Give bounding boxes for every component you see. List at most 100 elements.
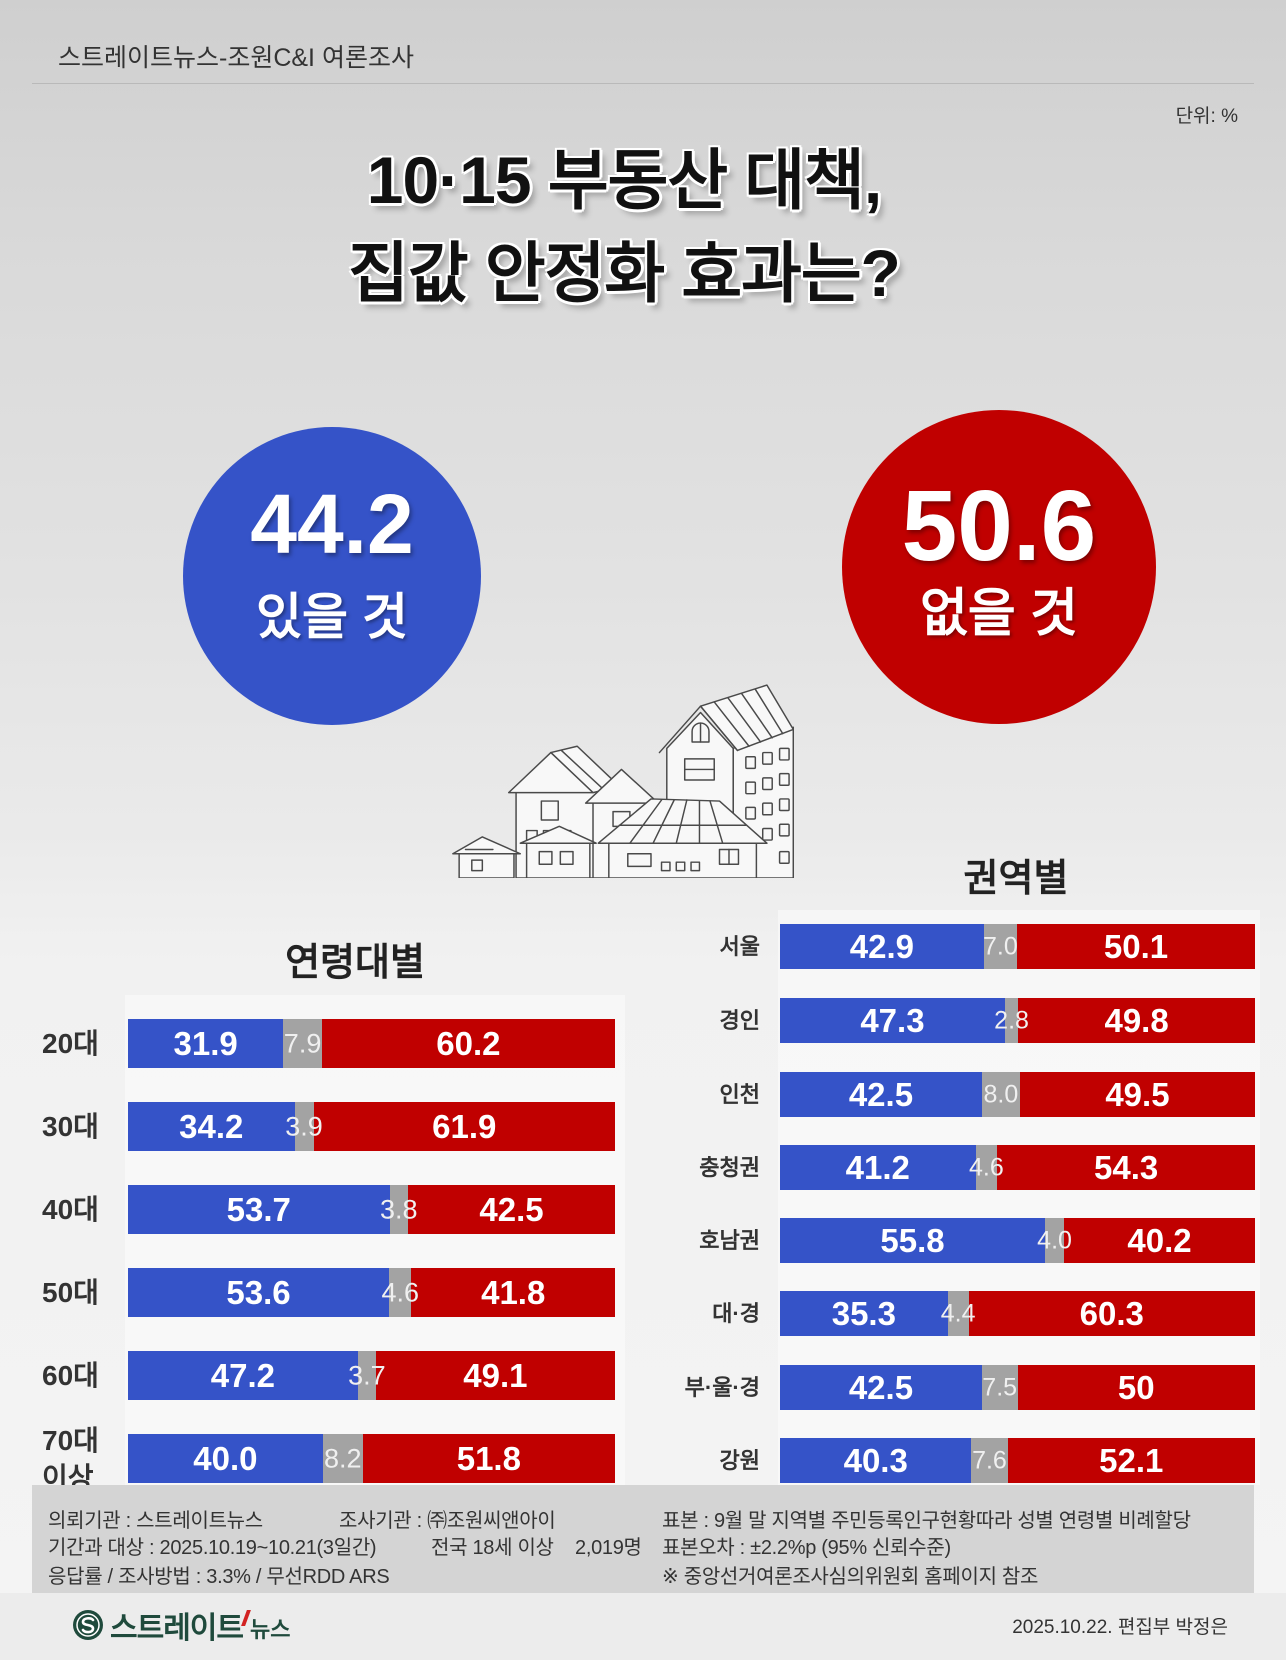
bar-segment-yes: 31.9 <box>128 1019 284 1068</box>
category-label: 30대 <box>42 1102 132 1151</box>
yes-label: 있을 것 <box>256 589 408 645</box>
logo-icon <box>73 1610 103 1640</box>
bar-segment-yes: 34.2 <box>128 1102 295 1151</box>
category-label-text: 서울 <box>719 934 760 959</box>
data-label: 42.5 <box>479 1190 544 1228</box>
footer-note: ※ 중앙선거여론조사심의위원회 홈페이지 참조 <box>662 1566 1039 1588</box>
bar-segment-yes: 42.5 <box>780 1072 982 1117</box>
bar-segment-no: 41.8 <box>411 1268 615 1317</box>
category-label-text: 충청권 <box>699 1155 760 1180</box>
category-label: 충청권 <box>620 1145 760 1190</box>
footer-target: 전국 18세 이상 <box>431 1537 554 1559</box>
data-label: 42.5 <box>848 1368 914 1406</box>
bar-segment-neutral: 8.2 <box>322 1434 363 1483</box>
stacked-bar: 42.5 7.5 50 <box>780 1365 1255 1410</box>
bar-segment-no: 49.1 <box>375 1351 615 1400</box>
data-label: 4.6 <box>381 1277 419 1307</box>
category-label-text: 대·경 <box>712 1301 760 1326</box>
data-label: 7.0 <box>983 932 1018 960</box>
bar-segment-no: 52.1 <box>1007 1438 1255 1483</box>
bar-segment-no: 49.8 <box>1018 998 1255 1043</box>
bar-segment-yes: 47.2 <box>128 1351 358 1400</box>
bar-segment-yes: 53.7 <box>128 1185 390 1234</box>
bar-segment-neutral: 4.4 <box>941 1291 975 1336</box>
category-label: 강원 <box>620 1438 760 1483</box>
bar-segment-neutral: 7.6 <box>971 1438 1008 1483</box>
category-label-text: 40대 <box>42 1194 99 1225</box>
bar-segment-no: 42.5 <box>408 1185 615 1234</box>
stacked-bar: 47.3 2.8 49.8 <box>780 998 1255 1043</box>
footer-sample: 표본 : 9월 말 지역별 주민등록인구현황따라 성별 연령별 비례할당 <box>662 1510 1191 1532</box>
category-label-text: 30대 <box>42 1111 99 1142</box>
stacked-bar: 41.2 4.6 54.3 <box>780 1145 1255 1190</box>
category-label: 대·경 <box>620 1291 760 1336</box>
category-label-text: 부·울·경 <box>684 1375 760 1400</box>
category-label: 인천 <box>620 1072 760 1117</box>
data-label: 40.2 <box>1127 1221 1192 1259</box>
bar-segment-no: 61.9 <box>313 1102 615 1151</box>
bar-segment-neutral: 4.6 <box>381 1268 419 1317</box>
data-label: 49.1 <box>463 1356 528 1394</box>
logo: 스트레이트 뉴스 <box>72 1606 290 1645</box>
data-label: 41.8 <box>481 1273 546 1311</box>
data-label: 7.6 <box>972 1446 1007 1474</box>
data-label: 34.2 <box>179 1107 244 1145</box>
data-label: 50 <box>1117 1368 1155 1406</box>
yes-percentage: 44.2 <box>250 477 414 571</box>
data-label: 40.0 <box>193 1439 258 1477</box>
data-label: 60.3 <box>1079 1294 1144 1332</box>
bar-segment-yes: 41.2 <box>780 1145 976 1190</box>
data-label: 8.0 <box>983 1080 1019 1108</box>
bar-segment-yes: 35.3 <box>780 1291 948 1336</box>
bar-segment-neutral: 7.9 <box>283 1019 322 1068</box>
data-label: 7.9 <box>283 1028 322 1058</box>
data-label: 8.2 <box>323 1443 362 1473</box>
category-label: 60대 <box>42 1351 132 1400</box>
data-label: 50.1 <box>1103 927 1169 965</box>
data-label: 49.8 <box>1104 1001 1169 1039</box>
data-label: 51.8 <box>456 1439 521 1477</box>
region-chart-title: 권역별 <box>963 858 1069 900</box>
data-label: 61.9 <box>432 1107 497 1145</box>
bar-segment-neutral: 3.9 <box>285 1102 323 1151</box>
footer-period: 기간과 대상 : 2025.10.19~10.21(3일간) <box>48 1537 377 1559</box>
survey-info-box <box>32 1485 1254 1593</box>
data-label: 47.3 <box>860 1001 925 1039</box>
data-label: 60.2 <box>436 1024 501 1062</box>
category-label: 호남권 <box>620 1218 760 1263</box>
data-label: 53.7 <box>226 1190 291 1228</box>
category-label: 20대 <box>42 1019 132 1068</box>
footer-agency: 조사기관 : ㈜조원씨앤아이 <box>339 1510 556 1532</box>
footer-method: 응답률 / 조사방법 : 3.3% / 무선RDD ARS <box>48 1566 390 1588</box>
data-label: 55.8 <box>880 1221 945 1259</box>
bar-segment-neutral: 2.8 <box>994 998 1029 1043</box>
bar-segment-neutral: 4.6 <box>969 1145 1004 1190</box>
stacked-bar: 40.0 8.2 51.8 <box>128 1434 615 1483</box>
bar-segment-no: 50.1 <box>1017 924 1255 969</box>
data-label: 4.6 <box>969 1153 1004 1181</box>
bottom-strip <box>0 1593 1286 1660</box>
data-label: 2.8 <box>994 1006 1029 1034</box>
stacked-bar: 31.9 7.9 60.2 <box>128 1019 615 1068</box>
logo-text-main: 스트레이트 <box>110 1612 244 1645</box>
data-label: 3.8 <box>379 1194 418 1224</box>
bar-segment-yes: 53.6 <box>128 1268 390 1317</box>
stacked-bar: 53.6 4.6 41.8 <box>128 1268 615 1317</box>
yes-summary-circle: 44.2 있을 것 <box>183 427 481 725</box>
category-label: 경인 <box>620 998 760 1043</box>
category-label: 70대 이상 <box>42 1425 132 1493</box>
data-label: 42.5 <box>848 1075 914 1113</box>
bar-segment-no: 54.3 <box>997 1145 1255 1190</box>
data-label: 41.2 <box>845 1148 910 1186</box>
data-label: 4.0 <box>1037 1226 1072 1254</box>
bar-segment-no: 51.8 <box>362 1434 615 1483</box>
no-percentage: 50.6 <box>901 470 1097 582</box>
data-label: 3.7 <box>348 1360 386 1390</box>
data-label: 4.4 <box>940 1299 976 1327</box>
footer-client: 의뢰기관 : 스트레이트뉴스 <box>48 1510 263 1532</box>
data-label: 52.1 <box>1099 1441 1164 1479</box>
credit-text: 2025.10.22. 편집부 박정은 <box>1012 1617 1228 1638</box>
stacked-bar: 42.9 7.0 50.1 <box>780 924 1255 969</box>
bar-segment-yes: 47.3 <box>780 998 1005 1043</box>
bar-segment-neutral: 3.8 <box>380 1185 418 1234</box>
